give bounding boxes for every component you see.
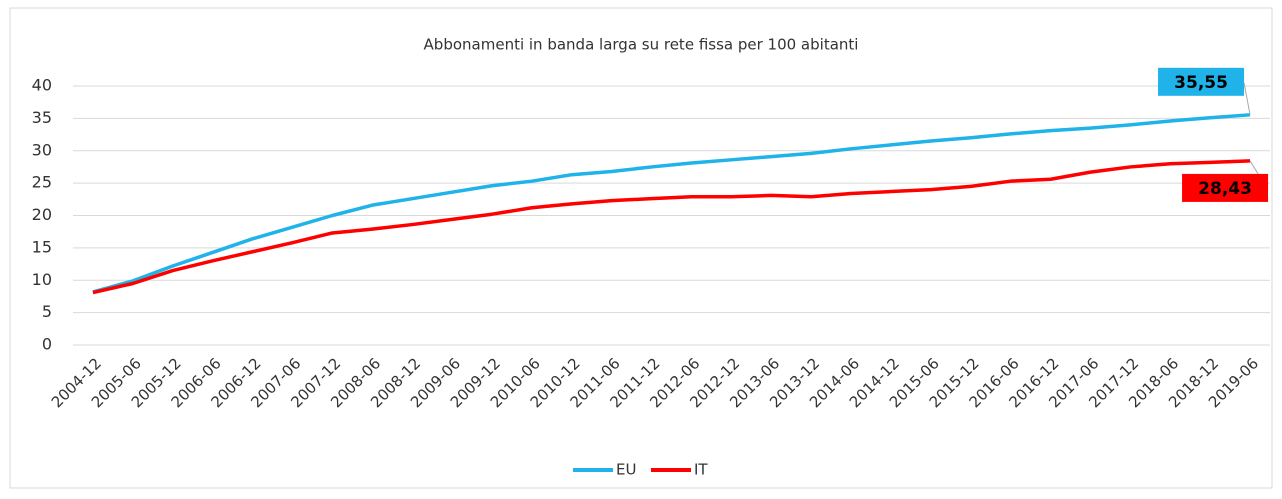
leader-line [1249, 160, 1259, 175]
y-tick-label: 40 [32, 76, 52, 95]
leader-line [1243, 82, 1251, 115]
legend-label: EU [616, 461, 636, 479]
y-tick-label: 20 [32, 205, 52, 224]
y-tick-label: 0 [42, 335, 52, 354]
y-tick-label: 10 [32, 270, 52, 289]
y-tick-label: 15 [32, 237, 52, 256]
legend-label: IT [694, 461, 708, 479]
y-tick-label: 25 [32, 173, 52, 192]
y-tick-label: 5 [42, 302, 52, 321]
series-line [92, 113, 1251, 294]
data-label-box [1182, 173, 1269, 202]
series-line [92, 159, 1251, 295]
y-tick-label: 30 [32, 140, 52, 159]
data-label-box [1158, 67, 1245, 96]
data-label: 28,43 [1198, 179, 1252, 199]
chart-title: Abbonamenti in banda larga su rete fissa… [424, 36, 859, 54]
data-label: 35,55 [1174, 73, 1228, 93]
y-tick-label: 35 [32, 108, 52, 127]
